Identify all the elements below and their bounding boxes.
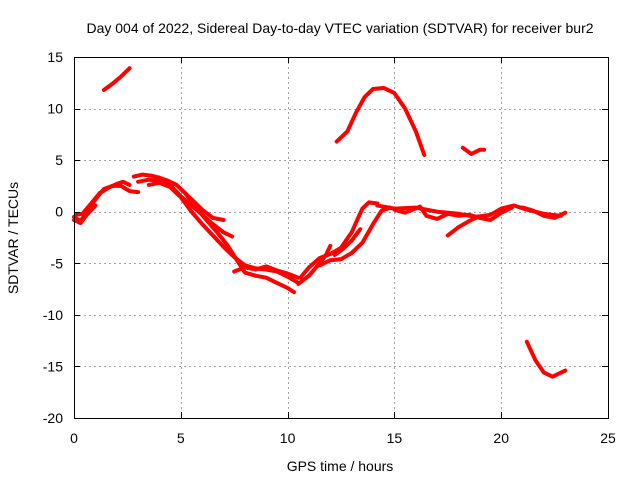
tick-layer: 0 5 10 15 20 25 -20 -15 -10 -5 0 5 10 15 <box>43 49 616 446</box>
y-tick-label: -10 <box>43 307 63 323</box>
y-tick-label: -15 <box>43 358 63 374</box>
y-tick-label: -20 <box>43 410 63 426</box>
grid-layer <box>74 57 608 418</box>
series-arc-arc-8 <box>183 191 296 295</box>
series-arc-arc-18 <box>460 145 487 156</box>
series-arc-arc-5 <box>131 172 226 222</box>
y-tick-label: 10 <box>47 101 63 117</box>
x-tick-label: 10 <box>280 430 296 446</box>
series-layer <box>72 66 568 379</box>
series-arc-arc-16 <box>392 204 514 222</box>
y-tick-label: 15 <box>47 49 63 65</box>
x-tick-label: 20 <box>493 430 509 446</box>
series-arc-arc-20 <box>520 205 568 220</box>
x-tick-label: 0 <box>70 430 78 446</box>
series-arc-arc-19 <box>524 339 568 379</box>
series-arc-arc-11 <box>298 200 380 280</box>
series-arc-arc-17 <box>445 214 480 238</box>
series-arc-arc-4 <box>101 66 132 92</box>
series-arc-arc-9 <box>232 264 301 280</box>
series-arc-arc-3 <box>72 203 98 226</box>
series-arc-arc-12 <box>317 205 393 268</box>
series-arc-arc-6 <box>136 177 235 239</box>
x-tick-label: 15 <box>387 430 403 446</box>
x-axis-label: GPS time / hours <box>287 458 394 474</box>
chart-title: Day 004 of 2022, Sidereal Day-to-day VTE… <box>86 20 593 36</box>
y-tick-label: 5 <box>55 152 63 168</box>
x-tick-label: 25 <box>600 430 616 446</box>
series-arc-arc-13 <box>332 227 363 257</box>
y-tick-label: -5 <box>51 255 64 271</box>
x-tick-label: 5 <box>177 430 185 446</box>
y-tick-label: 0 <box>55 204 63 220</box>
y-axis-label: SDTVAR / TECUs <box>5 182 21 294</box>
series-arc-arc-2 <box>74 179 132 217</box>
series-arc-arc-14 <box>334 85 427 157</box>
plot-frame <box>74 57 609 419</box>
